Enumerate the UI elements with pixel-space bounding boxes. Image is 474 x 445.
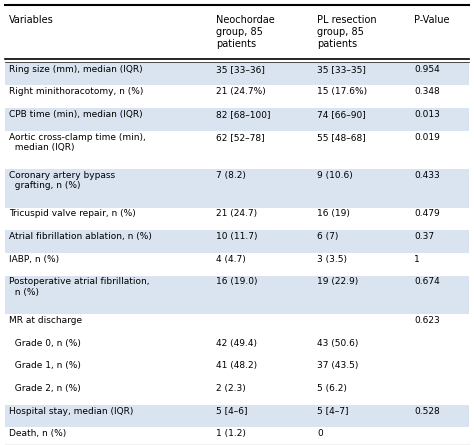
Text: 0.623: 0.623 [414, 316, 440, 325]
Text: 5 [4–6]: 5 [4–6] [216, 407, 247, 416]
Text: P-Value: P-Value [414, 15, 450, 25]
Text: 7 (8.2): 7 (8.2) [216, 171, 246, 180]
Text: 62 [52–78]: 62 [52–78] [216, 133, 264, 142]
Text: 16 (19): 16 (19) [317, 210, 350, 218]
Text: Hospital stay, median (IQR): Hospital stay, median (IQR) [9, 407, 134, 416]
Text: 3 (3.5): 3 (3.5) [317, 255, 347, 264]
Text: 4 (4.7): 4 (4.7) [216, 255, 246, 264]
Text: 74 [66–90]: 74 [66–90] [317, 110, 365, 119]
Text: Death, n (%): Death, n (%) [9, 429, 67, 438]
Text: Right minithoracotomy, n (%): Right minithoracotomy, n (%) [9, 87, 149, 96]
Text: 5 [4–7]: 5 [4–7] [317, 407, 348, 416]
Bar [5, 108, 469, 131]
Text: 0: 0 [317, 429, 323, 438]
Text: 0.433: 0.433 [414, 171, 440, 180]
Text: 55 [48–68]: 55 [48–68] [317, 133, 365, 142]
Text: Atrial fibrillation ablation, n (%): Atrial fibrillation ablation, n (%) [9, 232, 152, 241]
Text: Variables: Variables [9, 15, 54, 25]
Text: 0.528: 0.528 [414, 407, 440, 416]
Text: Tricuspid valve repair, n (%): Tricuspid valve repair, n (%) [9, 210, 136, 218]
Bar [5, 405, 469, 427]
Text: Grade 2, n (%): Grade 2, n (%) [9, 384, 81, 393]
Bar [5, 275, 469, 314]
Text: Grade 1, n (%): Grade 1, n (%) [9, 361, 81, 370]
Text: CPB time (min), median (IQR): CPB time (min), median (IQR) [9, 110, 143, 119]
Text: PL resection
group, 85
patients: PL resection group, 85 patients [317, 15, 376, 49]
Text: MR at discharge: MR at discharge [9, 316, 82, 325]
Text: 1: 1 [414, 255, 420, 264]
Bar [5, 169, 469, 208]
Text: Coronary artery bypass
  grafting, n (%): Coronary artery bypass grafting, n (%) [9, 171, 116, 190]
Text: 21 (24.7%): 21 (24.7%) [216, 87, 266, 96]
Text: IABP, n (%): IABP, n (%) [9, 255, 60, 264]
Text: 0.479: 0.479 [414, 210, 440, 218]
Text: 9 (10.6): 9 (10.6) [317, 171, 353, 180]
Text: 37 (43.5): 37 (43.5) [317, 361, 358, 370]
Text: 10 (11.7): 10 (11.7) [216, 232, 257, 241]
Text: 41 (48.2): 41 (48.2) [216, 361, 257, 370]
Text: Ring size (mm), median (IQR): Ring size (mm), median (IQR) [9, 65, 143, 73]
Text: 0.954: 0.954 [414, 65, 440, 73]
Text: 43 (50.6): 43 (50.6) [317, 339, 358, 348]
Text: Grade 0, n (%): Grade 0, n (%) [9, 339, 81, 348]
Text: 0.019: 0.019 [414, 133, 440, 142]
Text: 5 (6.2): 5 (6.2) [317, 384, 347, 393]
Text: 0.37: 0.37 [414, 232, 435, 241]
Text: 21 (24.7): 21 (24.7) [216, 210, 257, 218]
Text: Postoperative atrial fibrillation,
  n (%): Postoperative atrial fibrillation, n (%) [9, 277, 150, 297]
Text: 6 (7): 6 (7) [317, 232, 338, 241]
Bar [5, 230, 469, 253]
Text: 19 (22.9): 19 (22.9) [317, 277, 358, 287]
Text: 42 (49.4): 42 (49.4) [216, 339, 257, 348]
Text: 2 (2.3): 2 (2.3) [216, 384, 246, 393]
Text: 35 [33–36]: 35 [33–36] [216, 65, 265, 73]
Text: 0.013: 0.013 [414, 110, 440, 119]
Text: Aortic cross-clamp time (min),
  median (IQR): Aortic cross-clamp time (min), median (I… [9, 133, 146, 152]
Bar [5, 63, 469, 85]
Text: 0.674: 0.674 [414, 277, 440, 287]
Text: Neochordae
group, 85
patients: Neochordae group, 85 patients [216, 15, 275, 49]
Text: 15 (17.6%): 15 (17.6%) [317, 87, 367, 96]
Text: 0.348: 0.348 [414, 87, 440, 96]
Text: 1 (1.2): 1 (1.2) [216, 429, 246, 438]
Text: 35 [33–35]: 35 [33–35] [317, 65, 366, 73]
Text: 16 (19.0): 16 (19.0) [216, 277, 257, 287]
Text: 82 [68–100]: 82 [68–100] [216, 110, 271, 119]
